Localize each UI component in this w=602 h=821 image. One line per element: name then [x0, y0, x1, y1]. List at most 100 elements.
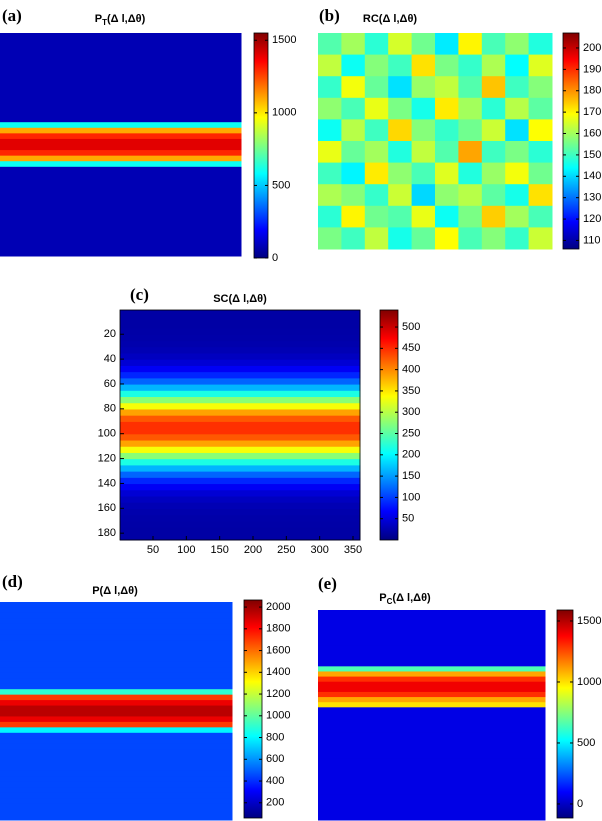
heatmap-cell [120, 359, 361, 367]
title-main: P [379, 592, 386, 604]
colorbar-tick-label: 100 [402, 491, 420, 503]
colorbar-tick-label: 1000 [272, 107, 296, 119]
axes-box [119, 309, 361, 541]
colorbar-tick-label: 1000 [266, 710, 290, 722]
heatmap-cell [120, 521, 361, 529]
heatmap-cell [0, 634, 233, 641]
heatmap-cell [120, 434, 361, 442]
y-tick-label: 20 [104, 328, 116, 340]
heatmap-cell [0, 678, 233, 685]
heatmap-cell [0, 765, 233, 772]
heatmap-cell [318, 753, 546, 760]
heatmap-cell [0, 94, 242, 101]
heatmap-cell [0, 705, 233, 712]
heatmap-cell [0, 792, 233, 799]
heatmap-cell [528, 54, 553, 77]
heatmap-cell [0, 760, 233, 766]
heatmap-cell [364, 227, 389, 250]
colorbar-tick-label: 0 [272, 252, 278, 264]
heatmap-cell [318, 732, 546, 739]
heatmap-cell [481, 205, 506, 228]
heatmap-cell [318, 676, 546, 683]
colorbar-tick-label: 50 [402, 513, 414, 525]
heatmap-cell [0, 787, 233, 794]
panel-label: (a) [2, 6, 22, 25]
heatmap-cell [120, 310, 361, 317]
x-tick-label: 200 [244, 544, 262, 556]
heatmap-cell [0, 239, 242, 246]
heatmap-cell [318, 779, 546, 785]
heatmap-cell [0, 161, 242, 168]
panel-label: (d) [2, 572, 23, 591]
heatmap-cell [528, 162, 553, 185]
heatmap-cell [435, 184, 459, 207]
colorbar-tick-label: 160 [583, 127, 601, 139]
heatmap-cell [0, 38, 242, 45]
heatmap-cell [364, 119, 389, 142]
heatmap-cell [318, 119, 342, 142]
heatmap-cell [318, 727, 546, 734]
heatmap-cell [364, 97, 389, 120]
heatmap-cell [120, 446, 361, 454]
heatmap-cell [0, 721, 233, 728]
heatmap-cell [0, 711, 233, 717]
heatmap-cell [458, 227, 483, 250]
colorbar-tick-label: 500 [402, 321, 420, 333]
panel-label: (c) [130, 285, 149, 304]
x-tick-label: 100 [177, 544, 195, 556]
x-tick-label: 50 [147, 544, 159, 556]
heatmap-cell [0, 205, 242, 212]
heatmap-cell [318, 686, 546, 693]
heatmap-cell [318, 809, 546, 816]
heatmap-cell [435, 119, 459, 142]
colorbar-tick-label: 1800 [266, 623, 290, 635]
heatmap-cell [341, 54, 366, 77]
heatmap-cell [318, 789, 546, 795]
heatmap-cell [435, 76, 459, 99]
heatmap-cell [120, 341, 361, 348]
heatmap-cell [0, 743, 233, 750]
heatmap-cell [318, 625, 546, 631]
colorbar-tick-label: 0 [577, 798, 583, 810]
colorbar-tick-label: 1500 [272, 34, 296, 46]
heatmap-cell [120, 471, 361, 479]
heatmap-cell [505, 97, 530, 120]
heatmap-cell [120, 452, 361, 460]
title-rest: (Δ l,Δθ) [392, 592, 431, 604]
heatmap-cell [435, 33, 459, 56]
heatmap-cell [318, 681, 546, 688]
heatmap-cell [341, 141, 366, 164]
heatmap-cell [0, 694, 233, 701]
colorbar-tick-label: 1500 [577, 615, 601, 627]
heatmap-cell [318, 784, 546, 790]
heatmap-cell [318, 794, 546, 801]
colorbar-tick-label: 1400 [266, 666, 290, 678]
x-tick-label: 350 [344, 544, 362, 556]
heatmap-cell [458, 54, 483, 77]
colorbar-tick-label: 200 [402, 449, 420, 461]
heatmap-cell [0, 60, 242, 67]
colorbar-tick-label: 1000 [577, 676, 601, 688]
panel-title: SC(Δ l,Δθ) [213, 293, 267, 305]
heatmap-cell [318, 717, 546, 724]
heatmap-cell [0, 211, 242, 218]
heatmap-cell [0, 49, 242, 56]
heatmap-cell [318, 205, 342, 228]
colorbar-tick-label: 120 [583, 213, 601, 225]
colorbar-tick-label: 450 [402, 342, 420, 354]
heatmap-cell [435, 227, 459, 250]
colorbar-tick-label: 180 [583, 85, 601, 97]
heatmap-cell [0, 172, 242, 179]
title-main: P [95, 13, 102, 25]
colorbar-tick-label: 500 [577, 737, 595, 749]
heatmap-cell [318, 707, 546, 713]
colorbar-tick-label: 2000 [266, 601, 290, 613]
heatmap-cell [481, 162, 506, 185]
heatmap-cell [0, 607, 233, 614]
heatmap-cell [0, 88, 242, 95]
heatmap-cell [0, 150, 242, 157]
heatmap-cell [0, 809, 233, 816]
heatmap-cell [0, 651, 233, 657]
heatmap-cell [388, 141, 413, 164]
